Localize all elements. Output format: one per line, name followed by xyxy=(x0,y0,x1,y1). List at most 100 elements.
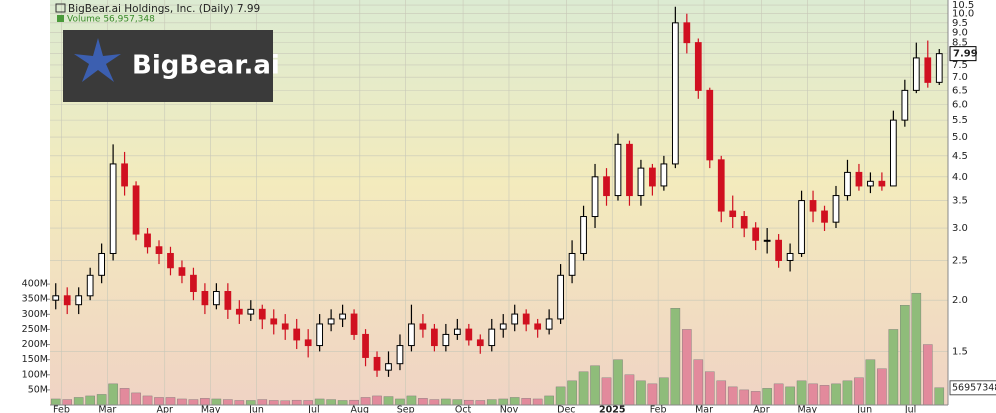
candle-body xyxy=(912,57,920,91)
candle-body xyxy=(339,313,346,320)
volume-bar xyxy=(601,377,612,406)
volume-tick-label: 250M xyxy=(22,324,48,335)
last-volume-label: 56957348 xyxy=(952,382,996,393)
volume-bar xyxy=(773,383,784,406)
volume-bar xyxy=(934,387,945,406)
volume-bar xyxy=(521,398,531,406)
candle-body xyxy=(649,167,656,187)
candle-body xyxy=(878,180,886,187)
volume-bar xyxy=(877,368,887,406)
volume-bar xyxy=(291,399,302,406)
candle-body xyxy=(167,252,174,269)
y-tick-label: 2.0 xyxy=(952,295,968,306)
title-icon xyxy=(55,3,66,13)
candle-body xyxy=(580,216,587,254)
candle-body xyxy=(304,339,312,347)
x-tick-label: Mar xyxy=(98,405,116,413)
x-tick-label: Nov xyxy=(500,405,519,413)
volume-bar xyxy=(326,399,336,406)
volume-bar xyxy=(188,399,199,406)
volume-bar xyxy=(785,386,795,406)
volume-bar xyxy=(819,385,830,406)
x-tick-label: Mar xyxy=(695,405,713,413)
y-tick-label: 10.0 xyxy=(952,9,974,20)
x-tick-label: Jul xyxy=(904,405,916,413)
candle-body xyxy=(626,143,633,197)
candle-body xyxy=(431,328,438,347)
candle-body xyxy=(63,295,71,306)
candle-body xyxy=(855,171,863,187)
y-tick-label: 4.0 xyxy=(952,172,968,183)
candle-body xyxy=(190,274,197,293)
volume-bar xyxy=(636,380,646,406)
x-tick-label: Oct xyxy=(455,405,472,413)
volume-bar xyxy=(234,400,245,406)
volume-bar xyxy=(727,386,738,406)
candle-body xyxy=(683,22,691,44)
x-tick-label: Feb xyxy=(650,405,667,413)
volume-bar xyxy=(750,391,761,406)
volume-bar xyxy=(922,344,933,406)
candle-body xyxy=(534,323,542,330)
volume-bar xyxy=(73,397,84,406)
candle-body xyxy=(213,291,220,306)
volume-tick-label: 100M xyxy=(22,369,48,380)
volume-bar xyxy=(177,398,187,406)
volume-bar xyxy=(808,383,818,406)
candle-body xyxy=(247,308,255,315)
candle-body xyxy=(752,227,760,241)
volume-bar xyxy=(796,380,807,406)
x-tick-label: May xyxy=(797,405,817,413)
y-tick-label: 5.0 xyxy=(952,132,968,143)
candle-body xyxy=(488,328,496,347)
volume-bar xyxy=(441,398,451,406)
grid xyxy=(50,0,948,405)
x-tick-label: Aug xyxy=(351,405,370,413)
candle-body xyxy=(809,200,817,212)
volume-bar xyxy=(532,398,543,406)
candle-body xyxy=(155,246,163,254)
volume-tick-label: 300M xyxy=(22,309,48,320)
y-tick-label: 3.5 xyxy=(952,196,968,207)
candle-body xyxy=(362,333,369,358)
x-tick-label: Jun xyxy=(856,405,872,413)
volume-bar xyxy=(372,395,382,406)
chart-title: BigBear.ai Holdings, Inc. (Daily) 7.99 xyxy=(68,3,260,15)
candle-body xyxy=(763,239,771,242)
candle-body xyxy=(75,295,83,306)
volume-tick-label: 150M xyxy=(22,354,48,365)
volume-bar xyxy=(716,380,727,406)
volume-tick-label: 200M xyxy=(22,339,48,350)
candle-body xyxy=(637,167,645,197)
candle-body xyxy=(442,333,450,347)
candle-body xyxy=(109,163,117,254)
x-tick-label: Dec xyxy=(557,405,575,413)
volume-bar xyxy=(486,399,497,406)
volume-bar xyxy=(911,292,922,406)
candle-body xyxy=(373,356,381,371)
volume-bar xyxy=(854,377,864,406)
volume-bar xyxy=(682,329,692,406)
candle-body xyxy=(935,53,943,83)
volume-bar xyxy=(418,398,428,406)
candle-body xyxy=(729,210,737,218)
candles xyxy=(52,6,943,377)
candle-body xyxy=(465,328,473,341)
volume-bar xyxy=(670,308,681,406)
volume-bar xyxy=(429,399,440,406)
volume-bar xyxy=(544,395,554,406)
volume-bar xyxy=(280,400,291,406)
volume-bar xyxy=(831,383,841,406)
logo: BigBear.ai xyxy=(63,30,280,102)
volume-bar xyxy=(659,377,669,406)
candle-body xyxy=(786,252,794,261)
candle-body xyxy=(258,308,266,320)
y-tick-label: 4.5 xyxy=(952,151,968,162)
candle-body xyxy=(832,195,840,223)
candle-body xyxy=(924,57,932,83)
logo-text: BigBear.ai xyxy=(132,51,280,81)
x-tick-label: 2025 xyxy=(599,405,625,413)
y-tick-label: 7.5 xyxy=(952,60,968,71)
volume-bar xyxy=(693,359,704,406)
